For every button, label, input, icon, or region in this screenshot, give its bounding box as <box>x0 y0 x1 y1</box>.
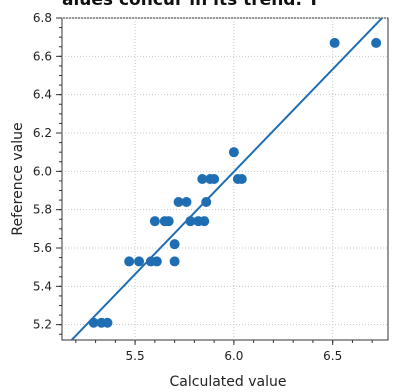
data-point <box>124 256 135 267</box>
y-tick-label: 6.8 <box>33 11 52 25</box>
y-tick-label: 6.4 <box>33 88 52 102</box>
data-point <box>197 174 208 184</box>
data-point <box>102 317 113 328</box>
y-tick-label: 5.2 <box>33 318 52 332</box>
y-tick-label: 5.4 <box>33 279 52 293</box>
data-point <box>185 216 196 227</box>
data-point <box>169 239 180 250</box>
plot-frame <box>61 17 389 341</box>
data-point <box>199 216 210 227</box>
data-point <box>163 216 174 227</box>
data-point <box>181 197 192 207</box>
x-tick-label: 6.0 <box>224 349 243 363</box>
data-point <box>236 174 247 184</box>
x-tick-label: 6.5 <box>323 349 342 363</box>
data-point <box>371 37 382 48</box>
data-point <box>209 174 220 184</box>
x-tick-label: 5.5 <box>126 349 145 363</box>
y-tick-label: 6.6 <box>33 49 52 63</box>
y-tick-labels: 5.2 5.4 5.6 5.8 6.0 6.2 6.4 6.6 6.8 <box>33 11 52 332</box>
data-point <box>151 256 162 267</box>
data-point <box>329 37 340 48</box>
data-point <box>173 197 184 207</box>
grid-lines <box>62 17 388 340</box>
axis-ticks <box>56 17 373 345</box>
data-point <box>134 256 145 267</box>
x-tick-labels: 5.5 6.0 6.5 <box>126 349 343 363</box>
clipped-header-text: alues concur in its trend. T <box>62 0 320 10</box>
data-point <box>149 216 160 227</box>
data-point <box>88 317 99 328</box>
y-tick-label: 6.0 <box>33 164 52 178</box>
data-point <box>169 256 180 267</box>
y-tick-label: 6.2 <box>33 126 52 140</box>
y-axis-title: Reference value <box>10 122 26 235</box>
y-tick-label: 5.8 <box>33 203 52 217</box>
data-point <box>201 197 212 207</box>
data-point <box>228 147 239 158</box>
y-tick-label: 5.6 <box>33 241 52 255</box>
x-axis-title: Calculated value <box>170 374 287 390</box>
regression-line <box>70 18 383 340</box>
data-points <box>88 37 382 328</box>
